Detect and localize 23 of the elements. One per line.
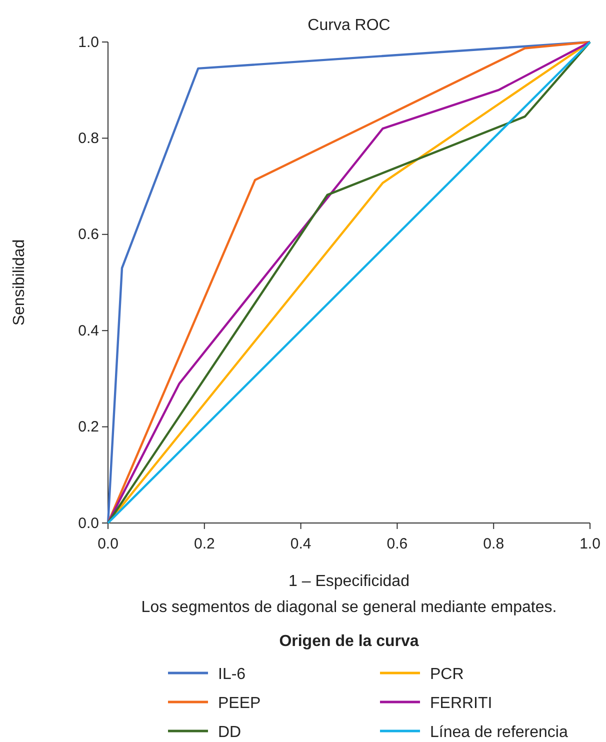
- x-axis-title: 1 – Especificidad: [288, 573, 410, 590]
- y-tick-label: 0.0: [78, 514, 99, 532]
- y-tick-label: 0.8: [78, 130, 99, 147]
- y-tick-label: 1.0: [78, 34, 99, 51]
- x-tick-label: 0.2: [194, 536, 215, 552]
- x-tick-label: 0.6: [386, 536, 408, 552]
- legend-label: FERRITI: [430, 695, 492, 712]
- x-tick-label: 0.4: [290, 536, 312, 552]
- y-tick-label: 0.2: [78, 418, 99, 436]
- y-tick-label: 0.4: [78, 322, 99, 340]
- y-tick-label: 0.6: [78, 226, 99, 244]
- x-tick-label: 1.0: [580, 536, 600, 552]
- legend-title: Origen de la curva: [279, 633, 419, 650]
- text: Los segmentos de diagonal se general mediante empates.: [141, 599, 557, 616]
- legend-label: DD: [218, 724, 242, 741]
- legend-label: IL-6: [218, 666, 246, 683]
- legend-label: Línea de referencia: [430, 724, 568, 741]
- x-tick-label: 0.0: [98, 536, 118, 552]
- y-axis-title: Sensibilidad: [11, 239, 28, 326]
- chart-title: Curva ROC: [308, 17, 390, 34]
- x-tick-label: 0.8: [483, 536, 504, 552]
- legend-label: PCR: [430, 666, 464, 683]
- legend-label: PEEP: [218, 695, 261, 712]
